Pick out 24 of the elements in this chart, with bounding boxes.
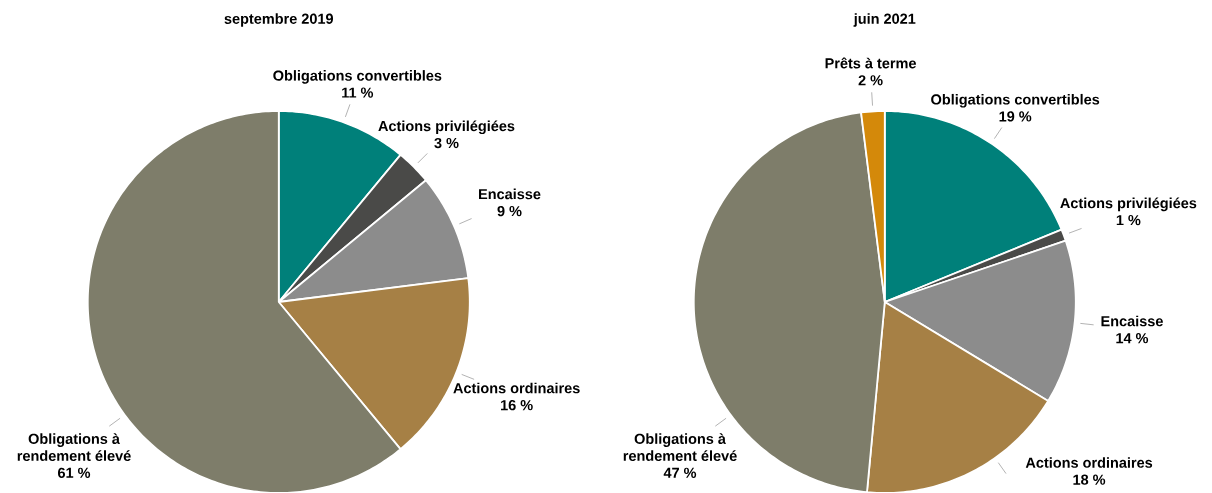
chart-title: septembre 2019 — [224, 13, 334, 27]
data-label: 18 % — [1073, 474, 1106, 485]
slice-label: Obligations à rendement élevé — [623, 433, 737, 461]
slice-label: Encaisse — [479, 188, 541, 200]
data-label: 14 % — [1116, 333, 1149, 344]
data-label: 16 % — [501, 400, 533, 411]
slice-label: Actions privilégiées — [1060, 197, 1197, 212]
slice-label: Obligations à rendement élevé — [17, 433, 131, 461]
data-label: 19 % — [999, 111, 1032, 122]
slice-label: Actions privilégiées — [378, 120, 515, 135]
slice-label: Prêts à terme — [825, 57, 916, 69]
data-label: 1 % — [1116, 215, 1141, 226]
data-label: 3 % — [434, 137, 459, 149]
data-label: 47 % — [663, 467, 697, 478]
data-label: 61 % — [58, 467, 91, 478]
slice-label: Obligations convertibles — [931, 93, 1100, 108]
data-label: 2 % — [858, 75, 883, 86]
slice-label: Actions ordinaires — [1025, 457, 1153, 468]
slice-label: Encaisse — [1101, 315, 1163, 327]
data-label: 11 % — [342, 87, 374, 98]
slice-label: Obligations convertibles — [273, 70, 442, 84]
slice-label: Actions ordinaires — [453, 382, 580, 394]
data-label: 9 % — [497, 205, 522, 217]
chart-title: juin 2021 — [853, 13, 916, 27]
